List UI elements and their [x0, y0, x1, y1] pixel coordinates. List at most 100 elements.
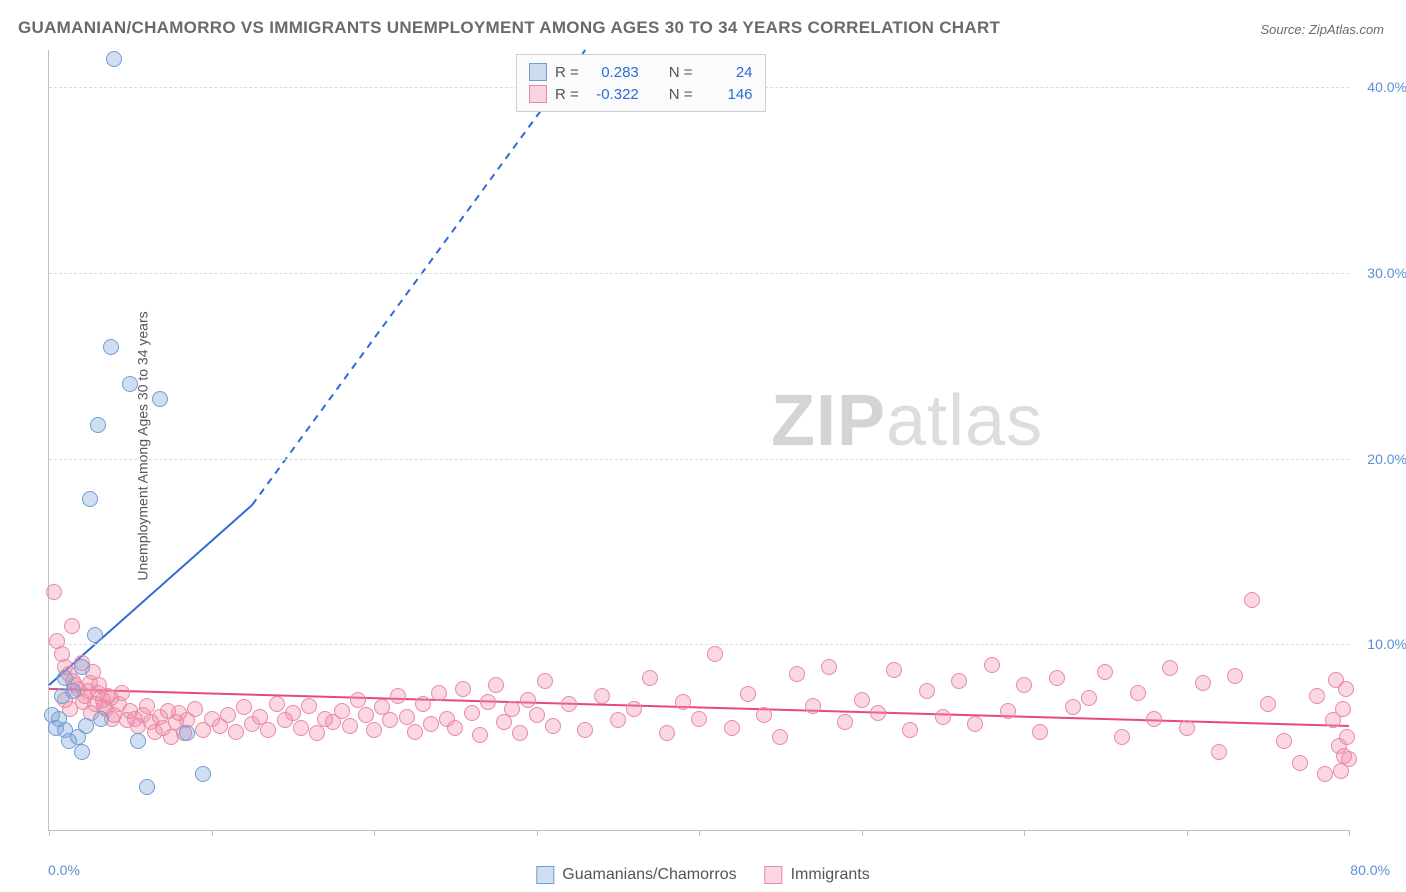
x-tick: [49, 830, 50, 836]
swatch-guamanian-icon: [529, 63, 547, 81]
x-tick: [212, 830, 213, 836]
immigrants-point: [1317, 766, 1333, 782]
guamanian-point: [152, 391, 168, 407]
guamanian-point: [103, 339, 119, 355]
immigrants-point: [1016, 677, 1032, 693]
immigrants-point: [1146, 711, 1162, 727]
bottom-legend: Guamanians/Chamorros Immigrants: [536, 866, 869, 884]
stats-legend: R = 0.283 N = 24 R = -0.322 N = 146: [516, 54, 766, 112]
x-min-label: 0.0%: [48, 862, 80, 878]
immigrants-point: [504, 701, 520, 717]
chart-title: GUAMANIAN/CHAMORRO VS IMMIGRANTS UNEMPLO…: [18, 18, 1000, 38]
r-value-guamanian: 0.283: [587, 64, 639, 81]
guamanian-point: [74, 659, 90, 675]
immigrants-point: [64, 618, 80, 634]
y-tick-label: 20.0%: [1367, 451, 1406, 467]
immigrants-point: [724, 720, 740, 736]
immigrants-point: [480, 694, 496, 710]
guamanian-point: [74, 744, 90, 760]
immigrants-point: [1162, 660, 1178, 676]
immigrants-point: [740, 686, 756, 702]
n-value-immigrants: 146: [701, 86, 753, 103]
immigrants-point: [455, 681, 471, 697]
immigrants-point: [626, 701, 642, 717]
source-label: Source: ZipAtlas.com: [1260, 22, 1384, 37]
immigrants-point: [967, 716, 983, 732]
immigrants-point: [805, 698, 821, 714]
gridline: [49, 644, 1349, 645]
swatch-immigrants-icon: [765, 866, 783, 884]
x-tick: [1349, 830, 1350, 836]
immigrants-point: [1195, 675, 1211, 691]
guamanian-point: [93, 711, 109, 727]
immigrants-point: [870, 705, 886, 721]
guamanian-point: [90, 417, 106, 433]
gridline: [49, 273, 1349, 274]
immigrants-point: [1000, 703, 1016, 719]
immigrants-point: [342, 718, 358, 734]
immigrants-point: [707, 646, 723, 662]
r-label: R =: [555, 86, 579, 103]
x-tick: [537, 830, 538, 836]
immigrants-point: [285, 705, 301, 721]
immigrants-point: [520, 692, 536, 708]
immigrants-point: [269, 696, 285, 712]
immigrants-point: [772, 729, 788, 745]
immigrants-point: [415, 696, 431, 712]
legend-item-immigrants: Immigrants: [765, 866, 870, 884]
immigrants-point: [561, 696, 577, 712]
stats-row-immigrants: R = -0.322 N = 146: [529, 83, 753, 105]
immigrants-point: [358, 707, 374, 723]
r-label: R =: [555, 64, 579, 81]
immigrants-point: [675, 694, 691, 710]
immigrants-point: [821, 659, 837, 675]
immigrants-point: [1309, 688, 1325, 704]
immigrants-point: [366, 722, 382, 738]
immigrants-point: [610, 712, 626, 728]
n-label: N =: [669, 86, 693, 103]
guamanian-point: [195, 766, 211, 782]
guamanian-point: [87, 627, 103, 643]
immigrants-point: [236, 699, 252, 715]
immigrants-point: [301, 698, 317, 714]
immigrants-point: [1227, 668, 1243, 684]
trend-line: [252, 50, 585, 505]
guamanian-point: [122, 376, 138, 392]
immigrants-point: [1335, 701, 1351, 717]
x-tick: [1187, 830, 1188, 836]
immigrants-point: [350, 692, 366, 708]
n-label: N =: [669, 64, 693, 81]
r-value-immigrants: -0.322: [587, 86, 639, 103]
immigrants-point: [390, 688, 406, 704]
immigrants-point: [309, 725, 325, 741]
immigrants-point: [1211, 744, 1227, 760]
swatch-immigrants-icon: [529, 85, 547, 103]
plot-area: ZIPatlas 10.0%20.0%30.0%40.0%: [48, 50, 1349, 831]
immigrants-point: [334, 703, 350, 719]
immigrants-point: [691, 711, 707, 727]
legend-item-guamanian: Guamanians/Chamorros: [536, 866, 736, 884]
immigrants-point: [1081, 690, 1097, 706]
immigrants-point: [1032, 724, 1048, 740]
immigrants-point: [1065, 699, 1081, 715]
x-tick: [1024, 830, 1025, 836]
y-tick-label: 10.0%: [1367, 636, 1406, 652]
x-max-label: 80.0%: [1350, 862, 1390, 878]
immigrants-point: [187, 701, 203, 717]
legend-label-guamanian: Guamanians/Chamorros: [562, 866, 736, 884]
guamanian-point: [130, 733, 146, 749]
y-tick-label: 40.0%: [1367, 79, 1406, 95]
immigrants-point: [837, 714, 853, 730]
immigrants-point: [407, 724, 423, 740]
immigrants-point: [1338, 681, 1354, 697]
guamanian-point: [139, 779, 155, 795]
immigrants-point: [382, 712, 398, 728]
immigrants-point: [100, 688, 116, 704]
swatch-guamanian-icon: [536, 866, 554, 884]
guamanian-point: [78, 718, 94, 734]
immigrants-point: [886, 662, 902, 678]
immigrants-point: [577, 722, 593, 738]
immigrants-point: [854, 692, 870, 708]
legend-label-immigrants: Immigrants: [791, 866, 870, 884]
immigrants-point: [114, 685, 130, 701]
